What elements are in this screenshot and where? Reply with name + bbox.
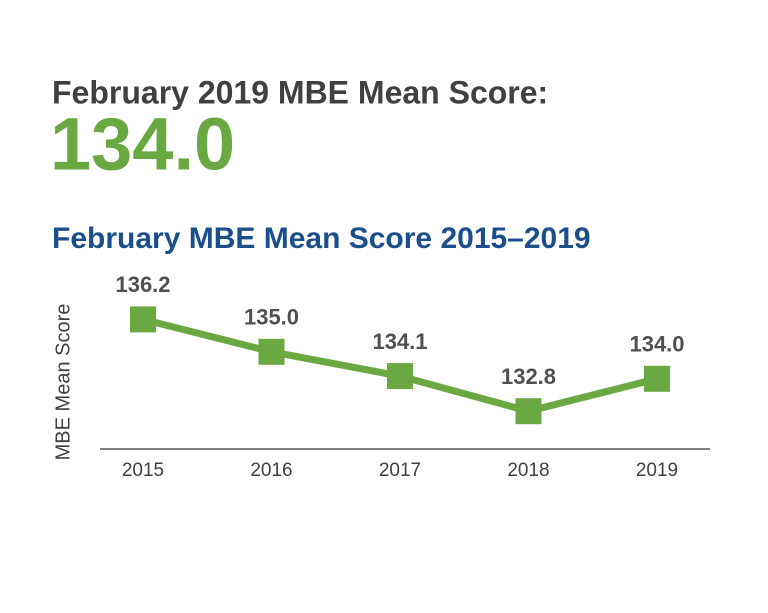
chart-title: February MBE Mean Score 2015–2019 — [52, 222, 591, 255]
x-tick-label: 2015 — [122, 460, 164, 481]
headline: February 2019 MBE Mean Score: — [52, 74, 548, 110]
x-tick-label: 2018 — [507, 460, 549, 481]
data-label: 132.8 — [501, 364, 556, 389]
data-label: 136.2 — [115, 272, 170, 297]
data-label: 135.0 — [244, 305, 299, 330]
data-marker — [258, 338, 285, 365]
y-axis-label: MBE Mean Score — [52, 304, 74, 461]
data-marker — [387, 363, 413, 390]
data-label: 134.1 — [372, 329, 427, 354]
headline-value: 134.0 — [50, 103, 235, 186]
data-marker — [515, 398, 542, 425]
data-marker — [130, 306, 156, 333]
x-tick-label: 2019 — [636, 460, 678, 481]
data-marker — [644, 365, 670, 392]
x-tick-label: 2017 — [379, 460, 421, 481]
data-label: 134.0 — [629, 332, 684, 357]
x-tick-label: 2016 — [250, 460, 292, 481]
